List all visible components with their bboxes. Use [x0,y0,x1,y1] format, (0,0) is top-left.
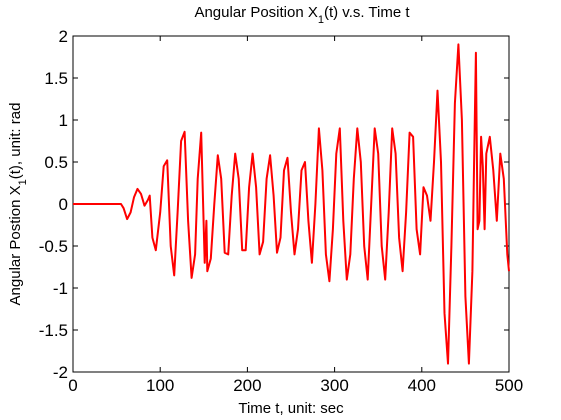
y-tick-label: -0.5 [39,237,68,256]
y-tick-label: 1 [59,111,68,130]
y-tick-label: -2 [53,363,68,382]
tick-marks [72,35,510,373]
tick-labels: 0 100 200 300 400 500 -2 -1.5 -1 -0.5 0 0.5 1 1.5 2 [39,27,523,395]
x-tick-label: 200 [233,376,261,395]
y-tick-label: -1 [53,279,68,298]
y-axis-label-subscript: 1 [17,179,29,185]
x-tick-label: 0 [68,376,77,395]
y-tick-label: 0.5 [44,153,68,172]
x-tick-label: 300 [320,376,348,395]
y-axis-label-suffix: (t), unit: rad [7,103,24,180]
x-tick-label: 100 [146,376,174,395]
x-axis-label: Time t, unit: sec [238,400,344,417]
series-line-x1 [73,43,510,365]
y-axis-label: Angular Postion X1(t), unit: rad [7,103,29,306]
y-tick-label: -1.5 [39,321,68,340]
chart-title: Angular Position X1(t) v.s. Time t [194,4,410,26]
chart-title-subscript: 1 [318,14,324,26]
y-axis-label-main: Angular Postion X [7,185,24,305]
y-tick-label: 1.5 [44,69,68,88]
chart-title-main: Angular Position X [194,4,317,21]
y-tick-label: 2 [59,27,68,46]
chart-title-suffix: (t) v.s. Time t [324,4,410,21]
x-tick-label: 500 [495,376,523,395]
y-tick-label: 0 [59,195,68,214]
x-tick-label: 400 [408,376,436,395]
